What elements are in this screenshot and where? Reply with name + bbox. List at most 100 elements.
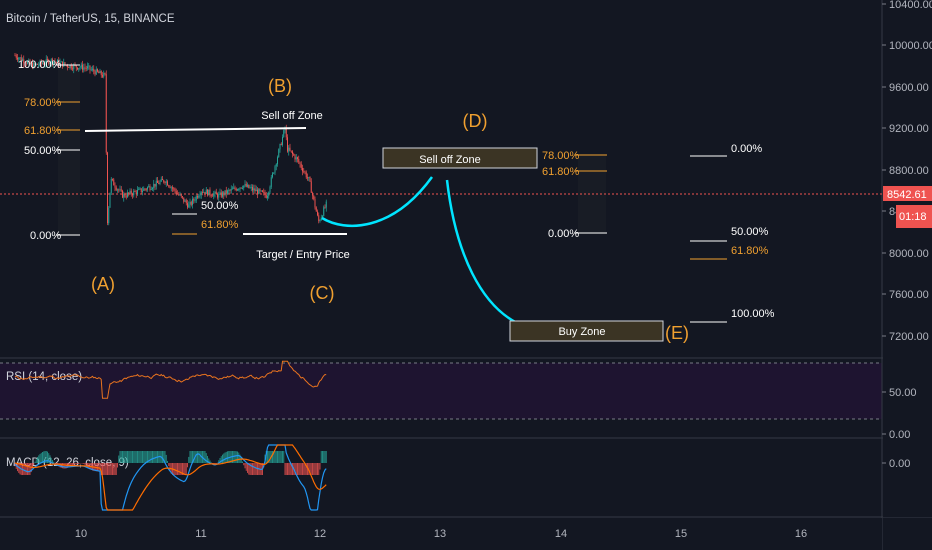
candle-body (123, 194, 125, 198)
current-price-label[interactable] (883, 186, 932, 201)
candle-body (27, 61, 28, 64)
candle-body (72, 68, 73, 70)
macd-bar (29, 463, 31, 475)
macd-bar (275, 451, 277, 463)
candle-body (197, 196, 198, 198)
symbol-title[interactable]: Bitcoin / TetherUS, 15, BINANCE (6, 13, 175, 25)
fib-retracement-mid[interactable]: 50.00% 61.80% (172, 200, 239, 235)
candle-body (114, 185, 116, 188)
candle-body (83, 67, 85, 70)
macd-bar (207, 455, 208, 463)
candle-body (134, 191, 136, 192)
candle-body (235, 188, 237, 191)
fib-level: 50.00% (731, 226, 769, 238)
candle-body (300, 164, 302, 168)
macd-bar (174, 463, 176, 475)
countdown-label (896, 205, 932, 228)
macd-bar (280, 451, 282, 463)
macd-bar (250, 463, 252, 475)
rsi-band (0, 363, 882, 419)
candle-body (287, 137, 288, 152)
macd-bar (115, 463, 117, 475)
candle-body (272, 173, 273, 178)
macd-bar (169, 463, 171, 471)
candle-body (55, 62, 57, 63)
macd-bar (219, 458, 221, 463)
fib-level: 50.00% (201, 200, 239, 212)
macd-bar (188, 456, 190, 463)
time-tick: 12 (314, 528, 326, 540)
candle-body (269, 186, 271, 193)
macd-bar (50, 457, 52, 463)
candle-body (127, 192, 128, 197)
candle-body (218, 194, 220, 198)
macd-bar (110, 463, 112, 475)
candle-body (153, 183, 155, 189)
candle-body (149, 186, 151, 190)
rsi-tick: 0.00 (889, 429, 910, 441)
candle-body (24, 63, 26, 65)
candle-body (227, 190, 228, 194)
sell-off-zone-box[interactable] (382, 147, 538, 169)
price-pane[interactable] (0, 0, 882, 357)
candle-body (229, 190, 231, 192)
buy-zone-box[interactable] (509, 320, 664, 342)
candle-body (268, 192, 270, 197)
macd-bar (235, 451, 237, 463)
candle-body (212, 195, 213, 197)
macd-bar (268, 451, 270, 463)
candle-body (128, 192, 130, 194)
price-axis[interactable] (883, 0, 932, 517)
macd-bar (142, 451, 143, 463)
candle-body (33, 63, 35, 69)
candle-body (267, 196, 268, 198)
candle-body (270, 177, 272, 187)
candle-body (220, 192, 222, 197)
candle-body (305, 172, 307, 178)
candle-body (135, 191, 137, 195)
candle-body (90, 69, 92, 71)
candle-body (189, 201, 191, 205)
macd-pane[interactable] (0, 439, 882, 516)
candle-body (304, 171, 306, 173)
fib-retracement-right[interactable]: 78.00% 61.80% 0.00% (542, 150, 607, 240)
candle-body (112, 178, 113, 180)
macd-bar (199, 451, 201, 463)
candle-body (45, 59, 47, 64)
macd-bar (297, 463, 298, 475)
macd-bar (60, 463, 62, 468)
fib-level: 50.00% (24, 145, 62, 157)
candle-body (209, 189, 211, 195)
candle-body (279, 143, 281, 150)
candle-body (160, 178, 162, 182)
macd-bar (28, 463, 30, 475)
candle-body (77, 67, 78, 70)
macd-bar (108, 463, 110, 475)
macd-bar (24, 463, 26, 475)
candle-body (245, 184, 247, 187)
time-axis[interactable] (0, 518, 882, 550)
macd-bar (182, 463, 183, 475)
fib-level: 61.80% (24, 125, 62, 137)
macd-bar (113, 463, 115, 475)
macd-bar (303, 463, 305, 475)
macd-bar (75, 463, 77, 465)
fib-extension-far[interactable]: 0.00% 50.00% 61.80% 100.00% (690, 143, 775, 323)
macd-bar (325, 451, 327, 463)
rsi-title[interactable]: RSI (14, close) (6, 371, 82, 383)
candle-body (84, 67, 86, 69)
fib-retracement-left[interactable]: 100.00% 78.00% 61.80% 50.00% 0.00% (18, 59, 80, 242)
candle-body (219, 192, 221, 195)
wave-label-b: (B) (268, 76, 292, 96)
candle-body (194, 200, 196, 202)
macd-bar (125, 451, 127, 463)
macd-bar (285, 463, 287, 475)
macd-bar (130, 451, 132, 463)
macd-bar (267, 451, 268, 463)
macd-bar (292, 463, 293, 475)
macd-bar (70, 463, 72, 466)
macd-bar (43, 451, 45, 463)
macd-bar (45, 451, 47, 463)
candle-body (40, 60, 42, 64)
